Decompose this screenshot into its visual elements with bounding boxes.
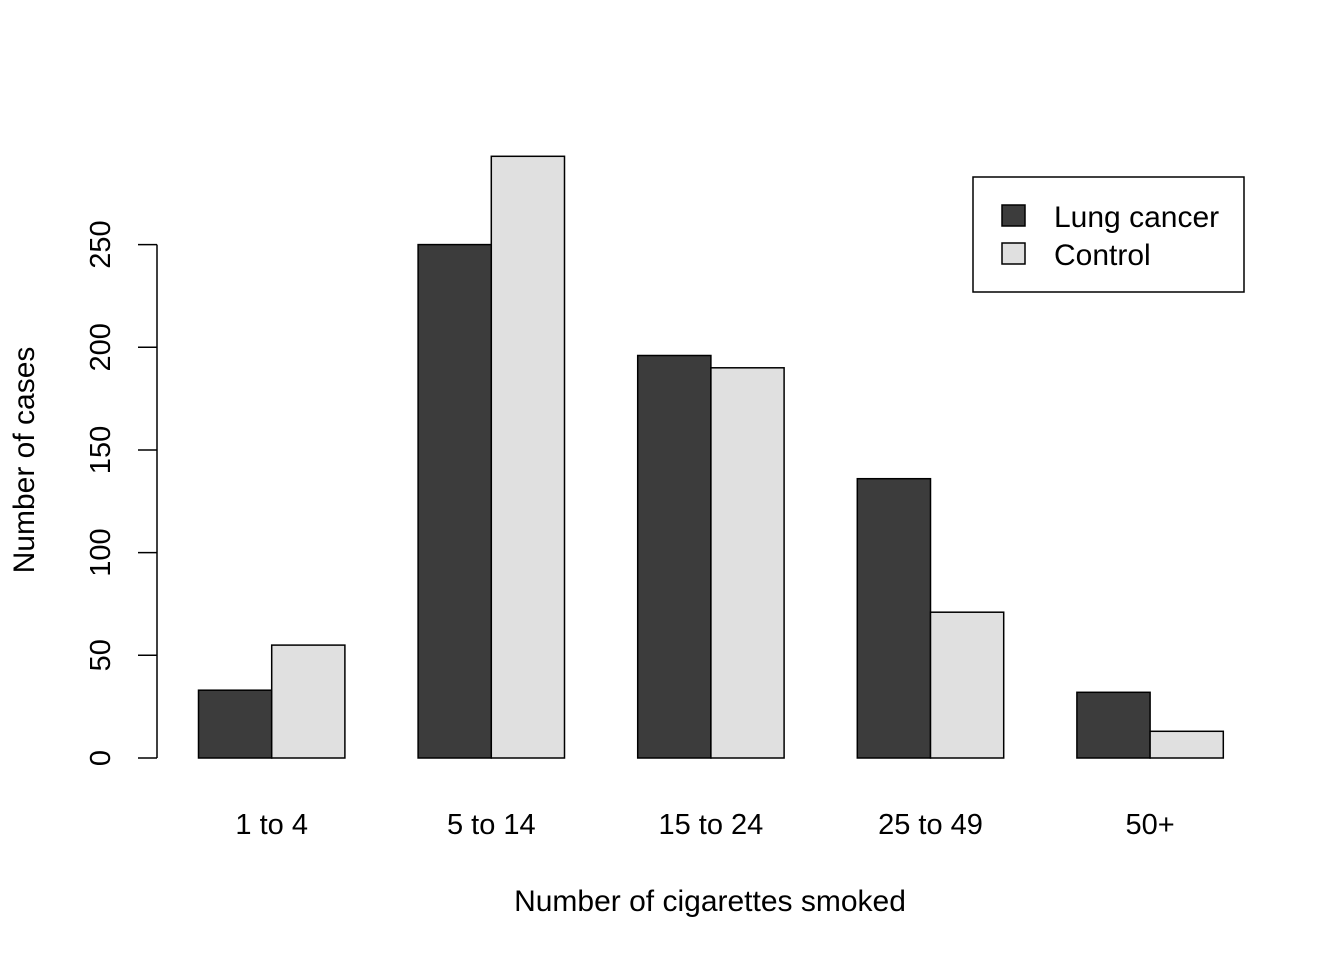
legend-label-lung-cancer: Lung cancer bbox=[1054, 201, 1219, 234]
x-tick-label-15-to-24: 15 to 24 bbox=[658, 809, 763, 841]
bar-lung-cancer-15-to-24 bbox=[636, 354, 712, 759]
y-tick-label-150: 150 bbox=[85, 426, 117, 474]
bar-lung-cancer-5-to-14 bbox=[417, 243, 493, 759]
x-axis-labels: 1 to 4 5 to 14 15 to 24 25 to 49 50+ bbox=[235, 809, 1174, 841]
legend-box bbox=[972, 176, 1245, 293]
x-tick-label-50: 50+ bbox=[1125, 809, 1174, 841]
bar-control-1-to-4 bbox=[270, 644, 346, 759]
legend-label-control: Control bbox=[1054, 239, 1151, 272]
y-tick-label-250: 250 bbox=[85, 220, 117, 268]
x-tick-label-5-to-14: 5 to 14 bbox=[447, 809, 536, 841]
x-tick-label-1-to-4: 1 to 4 bbox=[235, 809, 308, 841]
bars-group bbox=[197, 155, 1225, 759]
bar-lung-cancer-25-to-49 bbox=[856, 477, 932, 759]
y-tick-label-50: 50 bbox=[85, 639, 117, 671]
bar-lung-cancer-50 bbox=[1076, 691, 1151, 759]
legend: Lung cancer Control bbox=[972, 176, 1245, 293]
y-axis-title: Number of cases bbox=[8, 347, 41, 574]
legend-swatch-control bbox=[1001, 242, 1026, 265]
y-tick-label-0: 0 bbox=[85, 750, 117, 766]
bar-lung-cancer-1-to-4 bbox=[197, 689, 273, 759]
y-tick-label-200: 200 bbox=[85, 323, 117, 371]
x-tick-label-25-to-49: 25 to 49 bbox=[878, 809, 983, 841]
bar-control-25-to-49 bbox=[929, 611, 1005, 759]
y-tick-label-100: 100 bbox=[85, 528, 117, 576]
x-axis-title: Number of cigarettes smoked bbox=[514, 885, 906, 918]
bar-control-15-to-24 bbox=[710, 367, 785, 759]
y-axis: 0 50 100 150 200 250 bbox=[85, 220, 158, 766]
bar-control-5-to-14 bbox=[490, 155, 566, 759]
legend-swatch-lung-cancer bbox=[1001, 204, 1026, 227]
bar-control-50 bbox=[1149, 730, 1225, 759]
